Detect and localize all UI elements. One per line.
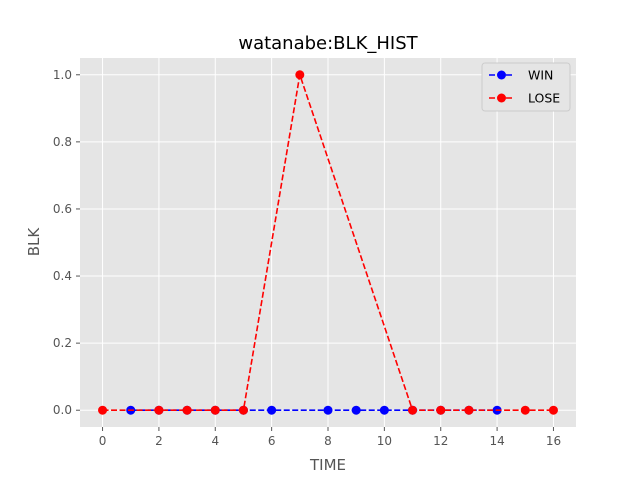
chart-title: watanabe:BLK_HIST (238, 33, 418, 54)
series-layer (98, 70, 558, 415)
data-point-lose (295, 70, 305, 80)
x-tick-label: 14 (489, 434, 504, 448)
y-tick-label: 0.6 (53, 202, 72, 216)
data-point-lose (182, 405, 192, 415)
x-tick-label: 8 (324, 434, 332, 448)
x-tick-label: 6 (268, 434, 276, 448)
x-tick-label: 10 (377, 434, 392, 448)
y-tick-label: 0.8 (53, 135, 72, 149)
x-tick-label: 0 (99, 434, 107, 448)
x-axis: 0 2 4 6 8 10 12 14 16 (99, 427, 561, 448)
data-point-lose (408, 405, 418, 415)
x-axis-label: TIME (309, 456, 346, 474)
y-tick-label: 0.0 (53, 403, 72, 417)
x-tick-label: 16 (546, 434, 561, 448)
y-axis-label: BLK (25, 227, 43, 257)
x-tick-label: 4 (211, 434, 219, 448)
legend-marker-lose (497, 93, 506, 103)
data-point-win (267, 405, 277, 415)
data-point-lose (548, 405, 558, 415)
grid (80, 58, 576, 427)
data-point-win (323, 405, 333, 415)
y-tick-label: 0.2 (53, 336, 72, 350)
data-point-win (379, 405, 389, 415)
x-tick-label: 12 (433, 434, 448, 448)
data-point-lose (464, 405, 474, 415)
y-tick-label: 1.0 (53, 68, 72, 82)
data-point-lose (436, 405, 446, 415)
data-point-lose (154, 405, 164, 415)
data-point-lose (210, 405, 220, 415)
legend-marker-win (497, 70, 506, 80)
data-point-lose (98, 405, 108, 415)
legend-label-lose: LOSE (528, 91, 560, 106)
legend: WIN LOSE (481, 62, 571, 112)
data-point-lose (520, 405, 530, 415)
y-tick-label: 0.4 (53, 269, 72, 283)
x-tick-label: 2 (155, 434, 163, 448)
legend-label-win: WIN (528, 68, 553, 83)
data-point-lose (238, 405, 248, 415)
data-point-win (351, 405, 361, 415)
y-axis: 0.0 0.2 0.4 0.6 0.8 1.0 (53, 68, 80, 417)
